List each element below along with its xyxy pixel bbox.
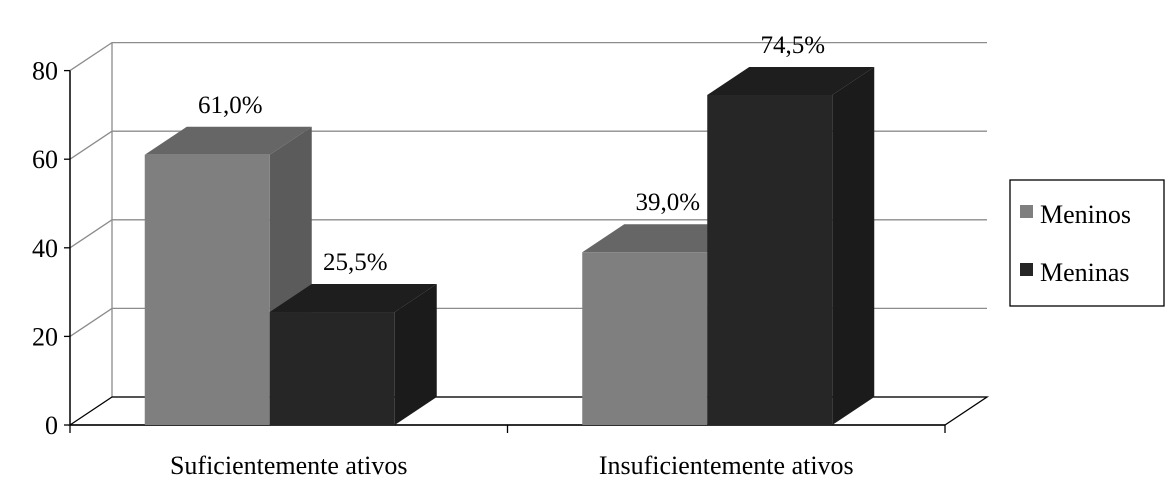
category-label: Suficientemente ativos [170,451,408,480]
bar-top [269,284,437,313]
legend-box [1009,179,1165,307]
data-label: 74,5% [761,32,826,59]
bar-front [144,154,270,425]
bar-front [582,252,708,425]
y-tick-label: 40 [32,234,58,263]
y-tick-label: 0 [45,411,58,440]
legend-swatch [1020,263,1033,276]
data-labels: 61,0% 25,5% 39,0% 74,5% [198,32,825,276]
bar-meninas-2 [707,66,875,425]
data-label: 39,0% [636,189,701,216]
bar-top [707,66,875,95]
gridline [69,130,987,160]
bar-front [269,312,395,425]
y-tick-label: 80 [32,57,58,86]
bar-side [832,66,875,425]
bar-front [707,94,833,425]
data-label: 61,0% [198,92,263,119]
category-label: Insuficientemente ativos [599,451,854,480]
y-tick-label: 60 [32,145,58,174]
gridlines [69,41,987,337]
legend: Meninos Meninas [1009,179,1165,307]
gridline [69,219,987,249]
gridline [69,41,987,72]
legend-label: Meninas [1040,258,1130,287]
y-tick-label: 20 [32,322,58,351]
bars [144,66,875,426]
legend-label: Meninos [1040,200,1131,229]
data-label: 25,5% [323,249,388,276]
bar-top [144,126,312,155]
axes: 0 20 40 60 80 Suficientemente ativos Insuficie… [32,57,946,480]
bar-side [394,284,437,425]
legend-swatch [1020,205,1033,218]
bar-meninas-1 [269,284,437,425]
